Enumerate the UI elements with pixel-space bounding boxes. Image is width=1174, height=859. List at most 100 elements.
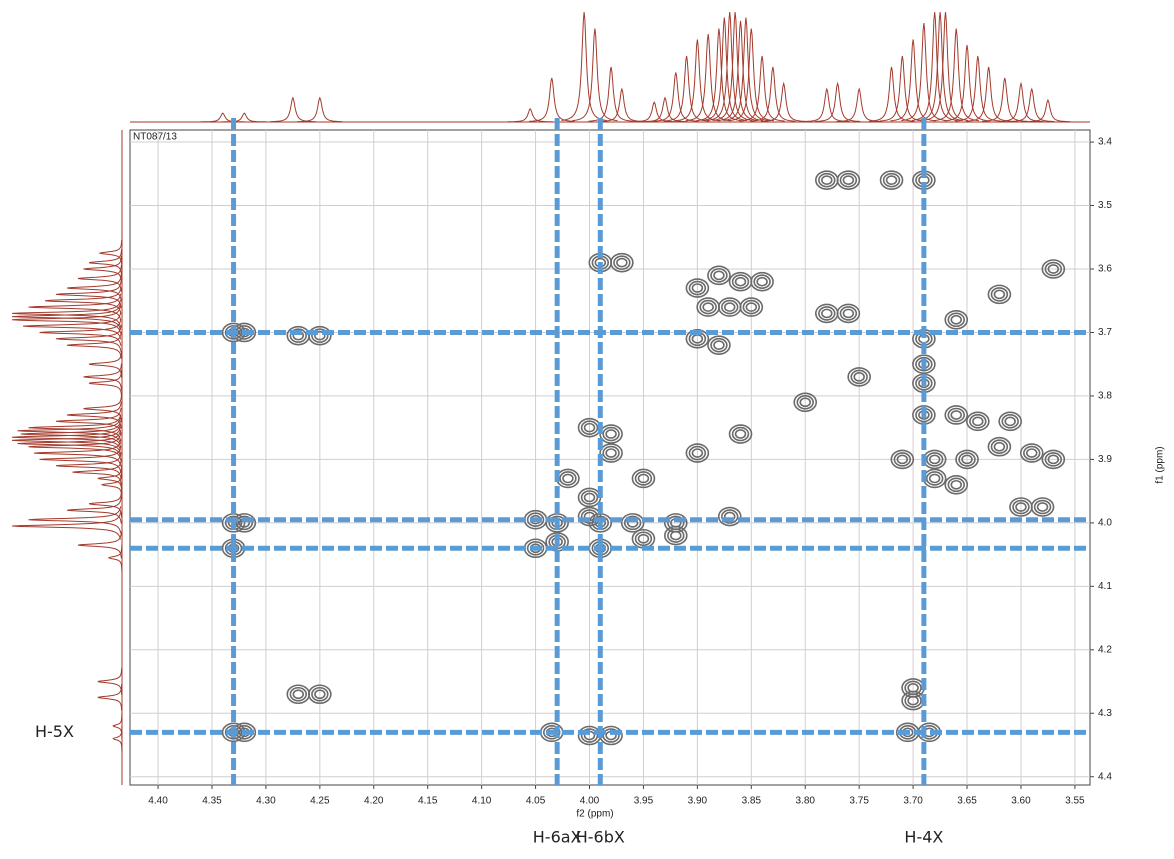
contour-level: [885, 175, 898, 185]
contour-level: [882, 172, 901, 188]
contour-level: [710, 337, 728, 353]
left-projection-peak: [44, 287, 122, 315]
cross-peak: [685, 278, 710, 298]
x-tick-label: 3.65: [957, 796, 977, 807]
contour-level: [602, 426, 620, 442]
contour-level: [314, 689, 326, 700]
left-projection-peak: [98, 239, 123, 267]
contour-level: [613, 255, 631, 270]
contour-level: [691, 448, 704, 458]
top-projection-peak: [297, 96, 343, 123]
contour-level: [224, 725, 243, 740]
contour-level: [562, 473, 574, 484]
contour-level: [1044, 452, 1063, 467]
x-tick-label: 4.35: [202, 796, 222, 807]
top-projection-peak: [739, 55, 785, 122]
contour-level: [580, 420, 599, 435]
x-tick-label: 4.40: [148, 796, 168, 807]
x-tick-label: 4.20: [364, 796, 384, 807]
contour-level: [907, 695, 919, 706]
top-projection-peak: [750, 66, 796, 122]
y-tick-label: 4.3: [1098, 708, 1112, 719]
cross-peak: [987, 436, 1012, 457]
contour-level: [580, 728, 599, 743]
cross-peak: [707, 265, 731, 286]
left-projection-peak: [28, 414, 122, 442]
x-tick-label: 4.10: [472, 796, 492, 807]
x-marker-label: H-4X: [904, 828, 943, 847]
contour-level: [1041, 259, 1066, 279]
top-projection-peak: [200, 112, 246, 123]
contour-level: [710, 268, 728, 283]
contour-level: [821, 308, 833, 319]
cross-peak: [1041, 259, 1066, 279]
contour-level: [842, 308, 855, 319]
contour-level: [928, 454, 941, 465]
contour-level: [734, 276, 747, 287]
left-projection-peak: [28, 433, 122, 461]
contour-level: [879, 170, 904, 190]
x-tick-label: 4.00: [580, 796, 600, 807]
contour-level: [1047, 454, 1060, 465]
x-tick-label: 3.75: [849, 796, 869, 807]
cross-peak: [750, 271, 774, 292]
cross-peak: [1030, 497, 1055, 517]
cross-peak: [610, 252, 634, 273]
contour-level: [793, 392, 818, 413]
contour-level: [721, 509, 739, 524]
contour-level: [904, 693, 922, 708]
left-projection-peak: [72, 458, 122, 486]
contour-level: [289, 328, 307, 343]
contour-level: [1036, 502, 1049, 512]
contour-level: [836, 303, 861, 324]
contour-level: [998, 411, 1022, 432]
left-projection-peak: [83, 395, 122, 423]
contour-level: [966, 411, 990, 432]
y-tick-label: 3.4: [1098, 137, 1112, 148]
contour-level: [842, 175, 855, 185]
contour-level: [602, 728, 620, 743]
x-tick-label: 4.25: [310, 796, 330, 807]
top-projection-peak: [631, 101, 677, 123]
y-tick-label: 3.5: [1098, 200, 1112, 211]
x-tick-label: 3.55: [1065, 796, 1085, 807]
contour-level: [311, 686, 329, 702]
contour-level: [634, 471, 653, 486]
cross-peak: [879, 170, 904, 190]
contour-level: [580, 490, 599, 505]
contour-level: [292, 689, 305, 700]
contour-level: [955, 449, 979, 470]
contour-level: [912, 354, 936, 375]
top-projection-peak: [221, 112, 267, 123]
y-tick-label: 3.7: [1098, 327, 1112, 338]
x-tick-label: 3.80: [796, 796, 816, 807]
contour-level: [847, 367, 871, 387]
contour-level: [750, 271, 774, 292]
contour-level: [1041, 449, 1066, 470]
left-projection-peak: [66, 496, 122, 524]
contour-level: [688, 445, 707, 461]
contour-level: [526, 512, 545, 527]
left-projection-peak: [55, 407, 122, 435]
contour-level: [721, 299, 739, 315]
cross-peak: [717, 506, 742, 527]
top-projection-peak: [642, 96, 688, 123]
top-projection-peak: [933, 28, 979, 122]
contour-level: [717, 506, 742, 527]
cross-peak: [1019, 443, 1044, 463]
contour-level: [723, 302, 736, 312]
left-projection-peak: [83, 363, 122, 391]
top-projection-peak: [901, 22, 947, 122]
contour-level: [958, 452, 976, 467]
contour-level: [1012, 499, 1030, 515]
contour-level: [634, 531, 653, 547]
contour-level: [599, 443, 623, 463]
contour-level: [685, 329, 710, 349]
top-projection-peak: [588, 66, 634, 122]
contour-level: [839, 172, 858, 188]
left-projection-peak: [97, 465, 123, 492]
contour-level: [605, 448, 617, 458]
contour-level: [663, 525, 688, 546]
top-projection-peak: [696, 28, 742, 122]
cross-peak: [890, 449, 915, 470]
